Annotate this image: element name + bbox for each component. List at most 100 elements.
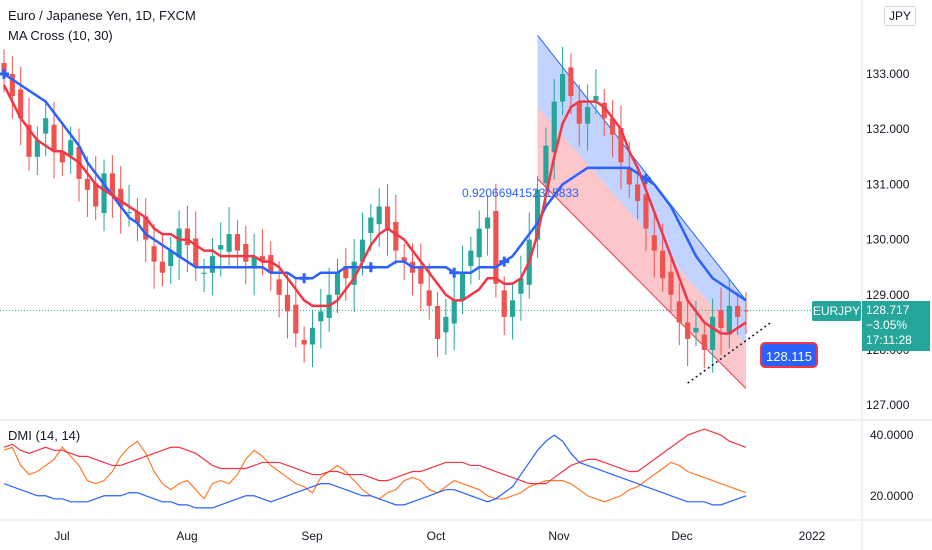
ma-cross-legend[interactable]: MA Cross (10, 30): [8, 28, 113, 43]
candle-body: [218, 245, 224, 250]
candle-body: [59, 151, 65, 163]
candle-body: [376, 206, 382, 225]
dmi-series-line: [3, 434, 747, 509]
candle-body: [226, 234, 232, 252]
x-tick-label: Jul: [54, 529, 69, 543]
candle-body: [351, 261, 357, 285]
candle-body: [418, 266, 424, 284]
candle-body: [234, 234, 241, 251]
candle-body: [43, 118, 49, 134]
candle-body: [484, 217, 491, 229]
candle-body: [318, 311, 324, 322]
candle-body: [126, 212, 132, 214]
candle-body: [93, 183, 99, 207]
candle-body: [518, 278, 524, 294]
candle-body: [301, 340, 307, 345]
y-tick-label: 132.000: [866, 122, 910, 136]
candle-body: [259, 256, 266, 262]
symbol-tag: EURJPY: [812, 301, 861, 321]
bar-countdown: 17:11:28: [866, 333, 912, 347]
main-price-pane[interactable]: [0, 35, 862, 389]
y-tick-label: 133.000: [866, 67, 910, 81]
candle-body: [134, 212, 140, 224]
candle-body: [534, 189, 541, 240]
candle-body: [718, 310, 724, 328]
x-tick-label: Oct: [427, 529, 446, 543]
candle-body: [251, 256, 257, 269]
candle-body: [610, 118, 616, 135]
dmi-series-line: [3, 428, 747, 485]
candle-body: [368, 217, 374, 233]
candle-body: [559, 74, 566, 102]
candle-body: [543, 145, 549, 184]
x-tick-label: 2022: [799, 529, 826, 543]
chart-title: Euro / Japanese Yen, 1D, FXCM: [8, 8, 196, 23]
candle-body: [68, 140, 74, 156]
regression-channel-lower-fill: [537, 107, 746, 389]
currency-label[interactable]: JPY: [884, 6, 916, 26]
ma-cross-marker: [365, 262, 376, 273]
candle-body: [201, 272, 207, 274]
dmi-legend[interactable]: DMI (14, 14): [8, 428, 81, 443]
candle-body: [643, 194, 649, 229]
price-tag: 128.717 −3.05% 17:11:28: [862, 301, 930, 351]
candle-body: [293, 304, 299, 334]
candle-body: [735, 305, 741, 317]
candle-body: [34, 140, 40, 157]
trend-line: [687, 321, 772, 384]
candle-body: [476, 228, 482, 258]
candle-body: [334, 272, 341, 295]
y-tick-label: 131.000: [866, 177, 910, 191]
candle-body: [576, 102, 582, 124]
candle-body: [585, 107, 591, 124]
candle-body: [509, 300, 516, 317]
candle-body: [18, 89, 24, 119]
candle-body: [434, 305, 441, 339]
ma-fast-line: [2, 84, 747, 335]
dmi-tick-label: 40.0000: [870, 428, 914, 442]
candle-body: [184, 228, 191, 246]
y-tick-label: 130.000: [866, 233, 910, 247]
candle-body: [1, 62, 7, 74]
candle-body: [651, 235, 657, 251]
candle-body: [685, 322, 691, 339]
ma-cross-marker: [640, 173, 651, 184]
candle-body: [343, 266, 349, 279]
y-tick-label: 129.000: [866, 288, 910, 302]
candle-body: [501, 290, 507, 317]
current-price: 128.717: [866, 303, 910, 317]
ma-cross-marker: [449, 267, 460, 278]
candle-body: [468, 250, 474, 267]
candle-body: [451, 300, 457, 324]
candle-body: [459, 272, 466, 301]
candle-body: [676, 301, 682, 323]
candle-body: [693, 327, 699, 333]
price-callout[interactable]: 128.115: [760, 342, 818, 368]
candle-body: [276, 279, 282, 295]
candle-body: [159, 261, 165, 273]
candle-body: [401, 257, 407, 262]
x-tick-label: Nov: [548, 529, 569, 543]
candle-body: [51, 124, 57, 152]
candle-body: [359, 239, 366, 262]
candle-body: [551, 101, 557, 153]
candle-body: [9, 74, 15, 97]
candle-body: [209, 256, 216, 273]
candle-body: [118, 188, 124, 207]
candle-body: [151, 246, 157, 262]
candle-body: [84, 178, 90, 190]
candle-body: [743, 310, 749, 312]
candle-body: [268, 255, 274, 273]
dmi-pane[interactable]: [3, 428, 747, 509]
dmi-tick-label: 20.0000: [870, 489, 914, 503]
candle-body: [426, 290, 432, 306]
candle-body: [635, 184, 641, 201]
candle-body: [109, 173, 115, 196]
candle-body: [668, 271, 674, 295]
candle-body: [626, 168, 632, 185]
price-change: −3.05%: [866, 318, 908, 332]
regression-channel-lower-line: [537, 178, 747, 389]
candle-body: [593, 96, 599, 101]
